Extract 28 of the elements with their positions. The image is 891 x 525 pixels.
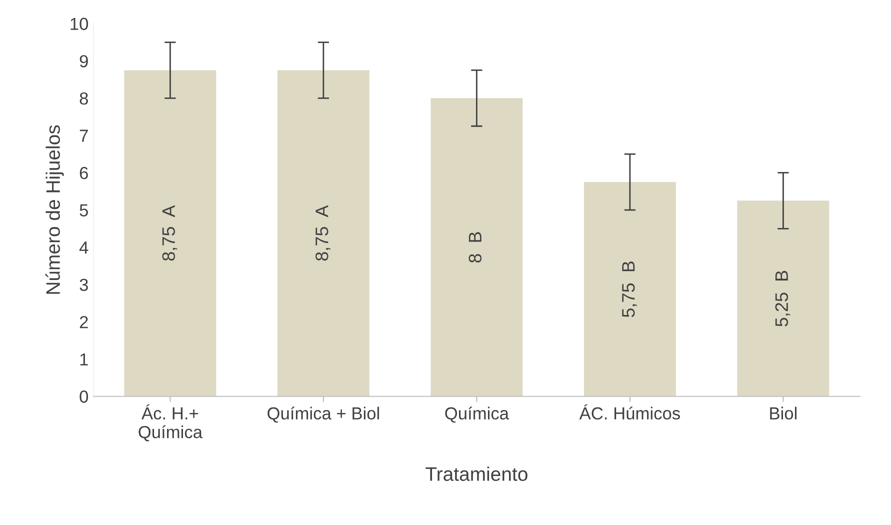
y-tick-label: 0: [80, 390, 88, 403]
data-label: 8,75 A: [315, 205, 330, 261]
x-tick-label: Química + Biol: [268, 406, 379, 423]
x-tick-label: Biol: [770, 406, 797, 420]
y-tick-label: 9: [80, 55, 88, 68]
bar: [737, 200, 830, 396]
x-tick-label: Química: [445, 406, 510, 423]
y-tick-label: 5: [80, 204, 88, 216]
x-tick-label: Ác. H.+ Química: [138, 404, 202, 442]
x-tick-label: ÁC. Húmicos: [579, 404, 680, 420]
y-tick-label: 1: [80, 353, 88, 366]
data-label: 8 B: [468, 232, 482, 263]
y-tick-label: 6: [80, 166, 88, 180]
data-label: 8,75 A: [162, 205, 178, 261]
y-tick-label: 3: [80, 278, 88, 292]
y-tick-label: 4: [79, 242, 88, 254]
bar: [277, 70, 370, 396]
bar: [430, 98, 523, 396]
bar: [124, 70, 216, 396]
y-tick-label: 7: [80, 130, 88, 142]
data-label: 5,75 B: [622, 262, 637, 318]
data-label: 5,25 B: [775, 270, 790, 326]
bar: [584, 182, 676, 396]
y-axis-title: Número de Hijuelos: [45, 125, 64, 294]
y-tick-label: 8: [80, 92, 88, 105]
y-tick-label: 2: [80, 316, 88, 328]
y-tick-label: 10: [70, 18, 88, 30]
x-axis-title: Tratamiento: [426, 466, 528, 481]
